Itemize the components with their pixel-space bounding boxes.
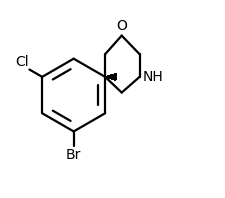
Text: O: O	[116, 19, 127, 33]
Text: Cl: Cl	[15, 54, 28, 69]
Text: NH: NH	[142, 70, 162, 84]
Text: Br: Br	[66, 148, 81, 162]
